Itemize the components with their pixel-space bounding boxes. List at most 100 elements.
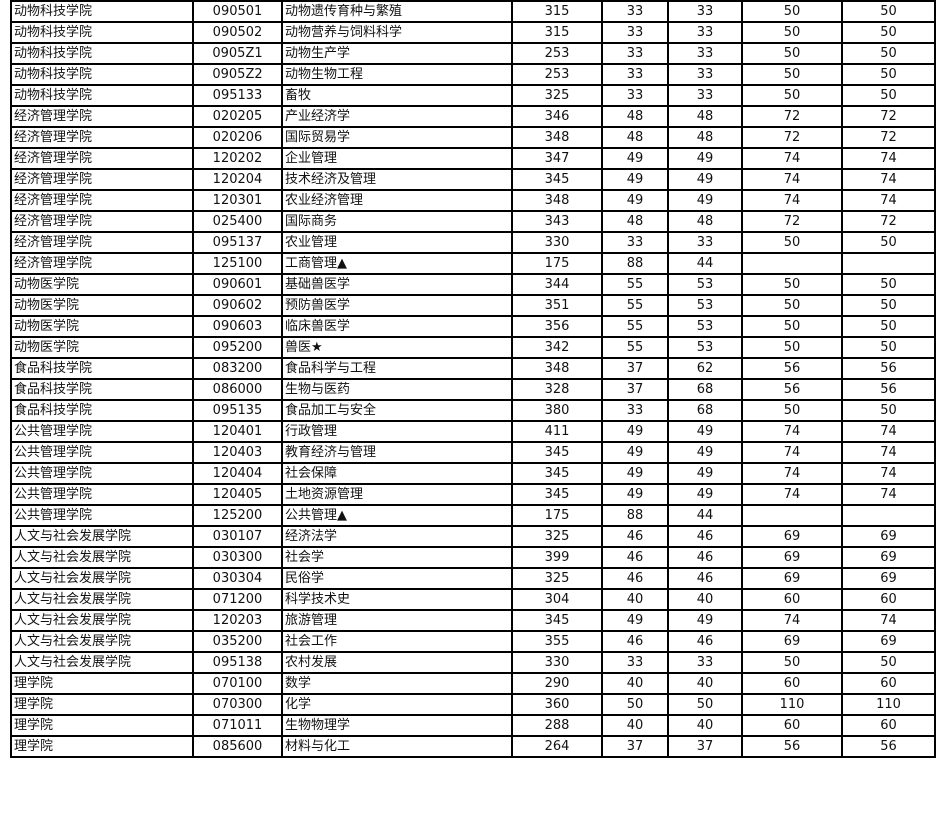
table-row: 动物科技学院 090502 动物营养与饲料科学 315 33 33 50 50 — [10, 21, 936, 44]
major-cell: 企业管理 — [281, 147, 513, 170]
score-cell-4: 74 — [841, 189, 936, 212]
table-row: 经济管理学院 120204 技术经济及管理 345 49 49 74 74 — [10, 168, 936, 191]
score-cell-2: 49 — [667, 609, 743, 632]
score-cell-2: 46 — [667, 546, 743, 569]
score-cell-3: 50 — [741, 399, 843, 422]
score-cell-4: 72 — [841, 210, 936, 233]
score-cell-3 — [741, 252, 843, 275]
score-cell-1: 37 — [601, 735, 669, 758]
college-cell: 经济管理学院 — [10, 168, 194, 191]
code-cell: 095135 — [192, 399, 283, 422]
code-cell: 020205 — [192, 105, 283, 128]
score-cell-3: 50 — [741, 42, 843, 65]
total-score-cell: 328 — [511, 378, 603, 401]
score-cell-4: 50 — [841, 336, 936, 359]
score-cell-3: 56 — [741, 735, 843, 758]
major-cell: 土地资源管理 — [281, 483, 513, 506]
table-row: 动物医学院 090601 基础兽医学 344 55 53 50 50 — [10, 273, 936, 296]
score-cell-3: 74 — [741, 420, 843, 443]
table-row: 人文与社会发展学院 071200 科学技术史 304 40 40 60 60 — [10, 588, 936, 611]
score-cell-4: 50 — [841, 399, 936, 422]
table-row: 动物医学院 090602 预防兽医学 351 55 53 50 50 — [10, 294, 936, 317]
code-cell: 090603 — [192, 315, 283, 338]
score-cell-2: 49 — [667, 441, 743, 464]
major-cell: 农业管理 — [281, 231, 513, 254]
college-cell: 公共管理学院 — [10, 420, 194, 443]
score-cell-3: 50 — [741, 63, 843, 86]
code-cell: 020206 — [192, 126, 283, 149]
score-cell-4: 74 — [841, 168, 936, 191]
score-cell-1: 88 — [601, 252, 669, 275]
score-cell-3: 72 — [741, 126, 843, 149]
score-cell-2: 49 — [667, 147, 743, 170]
table-row: 人文与社会发展学院 035200 社会工作 355 46 46 69 69 — [10, 630, 936, 653]
table-row: 经济管理学院 125100 工商管理▲ 175 88 44 — [10, 252, 936, 275]
major-cell: 社会工作 — [281, 630, 513, 653]
code-cell: 120203 — [192, 609, 283, 632]
college-cell: 人文与社会发展学院 — [10, 630, 194, 653]
college-cell: 经济管理学院 — [10, 231, 194, 254]
score-cell-2: 33 — [667, 21, 743, 44]
score-cell-1: 33 — [601, 231, 669, 254]
total-score-cell: 253 — [511, 63, 603, 86]
major-cell: 动物生产学 — [281, 42, 513, 65]
table-row: 理学院 071011 生物物理学 288 40 40 60 60 — [10, 714, 936, 737]
score-cell-3 — [741, 504, 843, 527]
table-row: 经济管理学院 020205 产业经济学 346 48 48 72 72 — [10, 105, 936, 128]
score-cell-1: 40 — [601, 588, 669, 611]
table-row: 动物科技学院 090501 动物遗传育种与繁殖 315 33 33 50 50 — [10, 0, 936, 23]
total-score-cell: 360 — [511, 693, 603, 716]
total-score-cell: 348 — [511, 357, 603, 380]
score-cell-3: 50 — [741, 231, 843, 254]
major-cell: 食品加工与安全 — [281, 399, 513, 422]
major-cell: 产业经济学 — [281, 105, 513, 128]
score-cell-1: 33 — [601, 399, 669, 422]
score-cell-1: 55 — [601, 273, 669, 296]
total-score-cell: 330 — [511, 651, 603, 674]
table-row: 公共管理学院 120401 行政管理 411 49 49 74 74 — [10, 420, 936, 443]
table-row: 人文与社会发展学院 030300 社会学 399 46 46 69 69 — [10, 546, 936, 569]
total-score-cell: 346 — [511, 105, 603, 128]
score-cell-4: 69 — [841, 525, 936, 548]
score-cell-4: 110 — [841, 693, 936, 716]
score-cell-4: 50 — [841, 21, 936, 44]
code-cell: 071200 — [192, 588, 283, 611]
code-cell: 090602 — [192, 294, 283, 317]
score-cell-3: 69 — [741, 525, 843, 548]
score-cell-3: 60 — [741, 714, 843, 737]
code-cell: 030304 — [192, 567, 283, 590]
score-cell-1: 46 — [601, 567, 669, 590]
major-cell: 旅游管理 — [281, 609, 513, 632]
table-row: 经济管理学院 095137 农业管理 330 33 33 50 50 — [10, 231, 936, 254]
major-cell: 技术经济及管理 — [281, 168, 513, 191]
major-cell: 教育经济与管理 — [281, 441, 513, 464]
score-cell-1: 33 — [601, 42, 669, 65]
college-cell: 动物科技学院 — [10, 42, 194, 65]
score-cell-4: 72 — [841, 126, 936, 149]
major-cell: 行政管理 — [281, 420, 513, 443]
total-score-cell: 315 — [511, 21, 603, 44]
score-cell-4: 50 — [841, 294, 936, 317]
score-cell-3: 72 — [741, 210, 843, 233]
score-cell-3: 56 — [741, 378, 843, 401]
score-cell-4 — [841, 504, 936, 527]
total-score-cell: 330 — [511, 231, 603, 254]
total-score-cell: 345 — [511, 441, 603, 464]
score-cell-3: 69 — [741, 630, 843, 653]
score-cell-1: 49 — [601, 462, 669, 485]
score-cell-2: 49 — [667, 483, 743, 506]
table-row: 人文与社会发展学院 030304 民俗学 325 46 46 69 69 — [10, 567, 936, 590]
score-cell-3: 50 — [741, 336, 843, 359]
college-cell: 动物医学院 — [10, 315, 194, 338]
college-cell: 公共管理学院 — [10, 462, 194, 485]
score-cell-1: 37 — [601, 357, 669, 380]
score-cell-4: 74 — [841, 483, 936, 506]
score-cell-4: 50 — [841, 84, 936, 107]
major-cell: 兽医★ — [281, 336, 513, 359]
college-cell: 经济管理学院 — [10, 126, 194, 149]
score-cell-3: 74 — [741, 462, 843, 485]
major-cell: 动物遗传育种与繁殖 — [281, 0, 513, 23]
code-cell: 071011 — [192, 714, 283, 737]
score-cell-3: 69 — [741, 567, 843, 590]
score-cell-4: 50 — [841, 231, 936, 254]
